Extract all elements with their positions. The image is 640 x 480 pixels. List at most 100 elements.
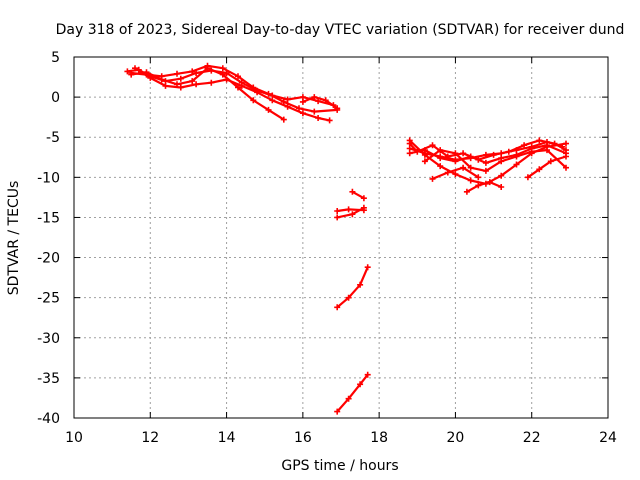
data-series bbox=[336, 373, 369, 413]
data-point bbox=[452, 171, 459, 178]
data-point bbox=[360, 195, 367, 202]
data-point bbox=[475, 174, 482, 181]
data-point bbox=[162, 82, 169, 89]
data-point bbox=[513, 153, 520, 160]
chart-title: Day 318 of 2023, Sidereal Day-to-day VTE… bbox=[56, 22, 625, 38]
data-point bbox=[406, 150, 413, 157]
x-tick-label: 24 bbox=[599, 430, 617, 446]
data-point bbox=[486, 179, 493, 186]
tick-labels: 10 12 14 16 18 20 22 24 5 0 -5 -10 -15 -20 -25 -30 -35 -4… bbox=[37, 50, 617, 446]
data-point bbox=[265, 106, 272, 113]
data-point bbox=[269, 97, 276, 104]
x-tick-label: 20 bbox=[447, 430, 465, 446]
data-point bbox=[563, 140, 569, 147]
data-point bbox=[513, 161, 520, 168]
y-tick-label: -20 bbox=[37, 251, 60, 267]
data-point bbox=[349, 211, 356, 218]
data-point bbox=[521, 142, 528, 149]
data-point bbox=[452, 158, 459, 165]
data-point bbox=[326, 117, 333, 124]
data-point bbox=[189, 68, 196, 75]
data-point bbox=[299, 110, 306, 117]
data-point bbox=[124, 68, 131, 75]
data-point bbox=[460, 150, 467, 157]
data-point bbox=[345, 206, 352, 213]
data-point bbox=[421, 151, 428, 158]
y-tick-label: -10 bbox=[37, 170, 60, 186]
data-point bbox=[254, 89, 261, 96]
data-series bbox=[423, 149, 568, 172]
data-point bbox=[544, 147, 550, 154]
data-point bbox=[467, 164, 474, 171]
data-point bbox=[421, 158, 428, 165]
data-point bbox=[349, 188, 356, 195]
data-point bbox=[334, 304, 341, 311]
data-series bbox=[301, 95, 339, 110]
grid bbox=[74, 57, 608, 418]
data-point bbox=[250, 84, 257, 91]
data-point bbox=[280, 98, 287, 105]
x-axis-label: GPS time / hours bbox=[281, 458, 398, 474]
data-point bbox=[536, 137, 543, 144]
data-point bbox=[498, 184, 505, 190]
data-point bbox=[128, 70, 135, 76]
data-point bbox=[437, 155, 444, 162]
data-point bbox=[189, 78, 196, 85]
data-point bbox=[498, 158, 505, 165]
data-point bbox=[482, 159, 489, 166]
data-point bbox=[235, 84, 241, 91]
data-series bbox=[526, 155, 568, 179]
x-tick-label: 22 bbox=[523, 430, 541, 446]
data-point bbox=[322, 97, 329, 104]
y-tick-label: 5 bbox=[51, 50, 60, 66]
data-series bbox=[130, 64, 339, 113]
data-point bbox=[475, 182, 482, 189]
data-point bbox=[563, 153, 569, 160]
y-tick-label: -5 bbox=[46, 130, 60, 146]
x-tick-label: 14 bbox=[218, 430, 236, 446]
data-traces bbox=[124, 62, 569, 415]
data-point bbox=[345, 395, 352, 402]
data-point bbox=[463, 188, 470, 195]
data-point bbox=[174, 70, 180, 77]
y-tick-label: -30 bbox=[37, 331, 60, 347]
y-tick-label: 0 bbox=[51, 90, 60, 106]
data-point bbox=[414, 148, 421, 155]
data-point bbox=[334, 214, 341, 221]
data-point bbox=[364, 371, 371, 378]
data-point bbox=[547, 158, 554, 165]
data-point bbox=[299, 98, 306, 105]
x-tick-label: 12 bbox=[141, 430, 159, 446]
y-tick-label: -25 bbox=[37, 291, 60, 307]
data-series bbox=[431, 166, 480, 180]
data-point bbox=[235, 73, 241, 80]
data-point bbox=[498, 172, 505, 179]
data-point bbox=[482, 167, 489, 174]
data-point bbox=[524, 174, 531, 181]
data-point bbox=[429, 142, 436, 149]
data-point bbox=[467, 177, 474, 184]
plot-frame bbox=[73, 56, 609, 419]
data-point bbox=[193, 81, 200, 88]
data-point bbox=[345, 294, 352, 301]
data-point bbox=[360, 204, 367, 211]
data-point bbox=[223, 76, 230, 83]
data-point bbox=[204, 62, 211, 69]
data-point bbox=[296, 105, 302, 112]
data-point bbox=[238, 82, 245, 89]
x-tick-label: 16 bbox=[294, 430, 312, 446]
data-point bbox=[334, 408, 341, 415]
data-point bbox=[406, 140, 413, 147]
y-tick-label: -15 bbox=[37, 210, 60, 226]
data-point bbox=[536, 166, 543, 173]
data-point bbox=[357, 281, 364, 288]
data-point bbox=[143, 71, 150, 78]
data-point bbox=[311, 94, 318, 101]
data-point bbox=[280, 116, 287, 123]
y-axis-label: SDTVAR / TECUs bbox=[6, 181, 22, 296]
x-tick-label: 10 bbox=[65, 430, 83, 446]
data-point bbox=[444, 169, 451, 176]
data-point bbox=[528, 148, 535, 155]
data-point bbox=[177, 84, 184, 91]
